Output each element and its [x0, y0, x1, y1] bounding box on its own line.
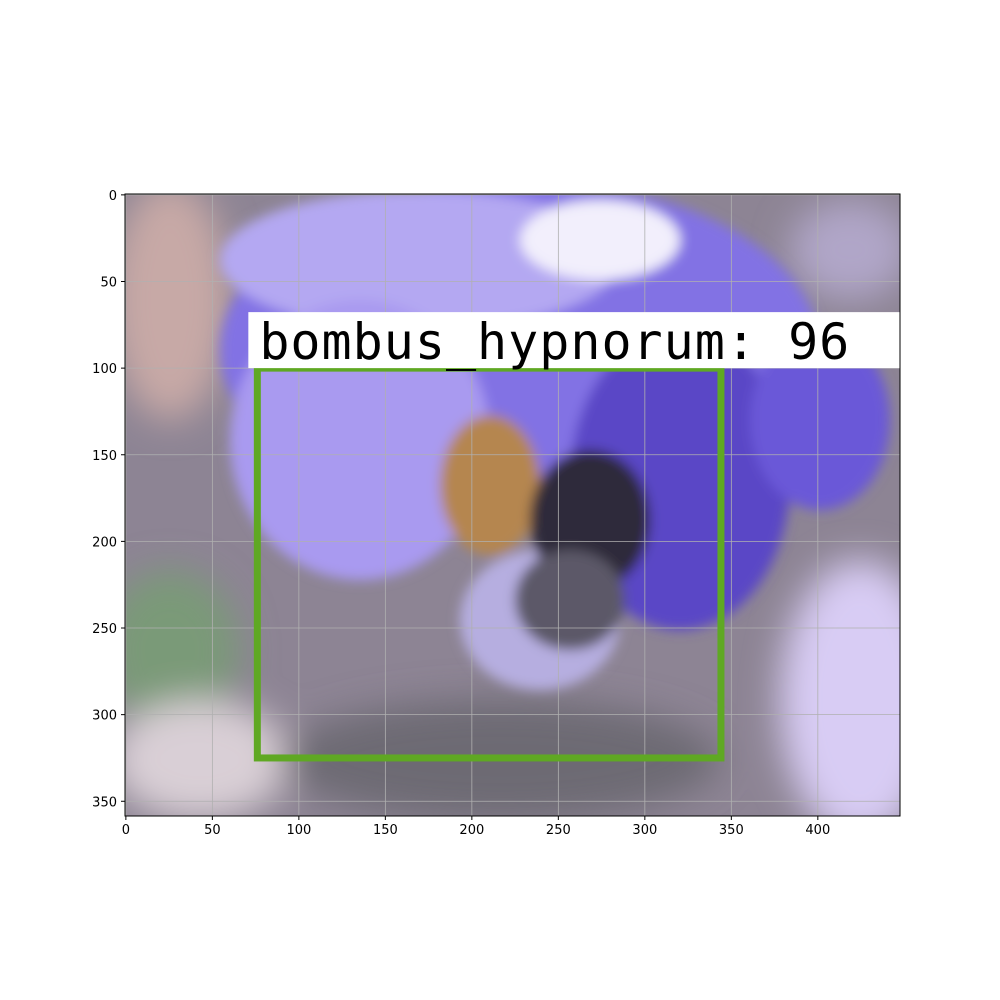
axes-frame — [124, 193, 901, 817]
label-background — [248, 312, 900, 369]
x-tick-label: 350 — [719, 823, 744, 838]
x-tick-label: 100 — [286, 823, 311, 838]
y-tick-label: 250 — [92, 622, 117, 637]
x-tick-label: 50 — [204, 823, 221, 838]
x-tick-label: 200 — [459, 823, 484, 838]
y-tick-label: 100 — [92, 362, 117, 377]
x-tick-label: 300 — [632, 823, 657, 838]
x-tick-label: 400 — [805, 823, 830, 838]
ticks: 0 50 100 150 200 250 300 350 400 0 50 100 150 200 250 3… — [92, 189, 830, 838]
box-group: bombus_hypnorum: 96 — [248, 312, 900, 762]
photo — [125, 194, 900, 816]
detections: bombus_hypnorum: 96 — [248, 312, 900, 762]
x-tick-label: 150 — [373, 823, 398, 838]
x-tick-label: 250 — [546, 823, 571, 838]
y-tick-label: 200 — [92, 535, 117, 550]
y-tick-label: 150 — [92, 449, 117, 464]
y-tick-label: 300 — [92, 709, 117, 724]
y-tick-label: 0 — [109, 189, 117, 204]
y-tick-label: 50 — [100, 275, 117, 290]
y-tick-label: 350 — [92, 795, 117, 810]
x-tick-label: 0 — [122, 823, 130, 838]
box-label: bombus_hypnorum: 96 — [259, 313, 850, 371]
